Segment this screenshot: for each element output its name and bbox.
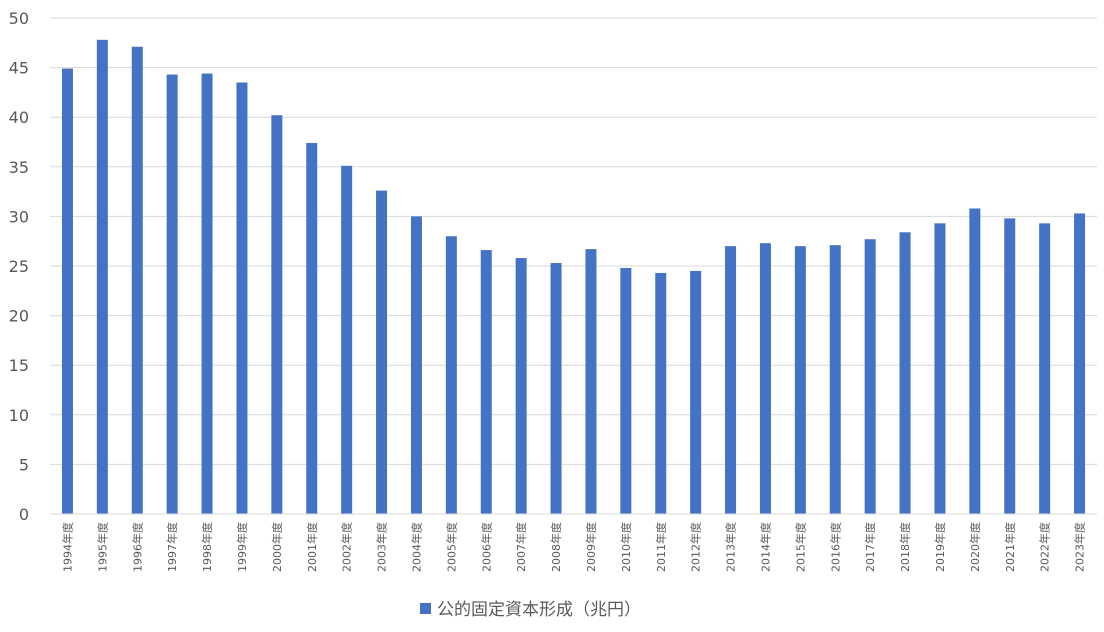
x-tick-label: 2009年度 (584, 522, 598, 572)
bar (794, 246, 806, 514)
bar (271, 115, 283, 514)
x-tick-label: 2013年度 (724, 522, 738, 572)
x-tick-label: 1995年度 (95, 522, 109, 572)
bar (515, 258, 527, 514)
bar (445, 236, 457, 515)
bar (899, 232, 911, 514)
x-tick-label: 2007年度 (514, 522, 528, 572)
x-tick-label: 2003年度 (375, 522, 389, 572)
bar (620, 267, 632, 514)
legend-label: 公的固定資本形成（兆円） (437, 600, 641, 620)
bar (1039, 223, 1051, 514)
x-tick-label: 2018年度 (898, 522, 912, 572)
bar (585, 249, 597, 515)
x-tick-label: 2023年度 (1073, 522, 1087, 572)
x-tick-label: 2002年度 (340, 522, 354, 572)
bar (61, 68, 73, 514)
bar (690, 270, 702, 514)
y-tick-label: 45 (9, 59, 29, 78)
bar (550, 263, 562, 514)
x-tick-label: 1999年度 (235, 522, 249, 572)
bar (480, 250, 492, 515)
y-tick-label: 35 (9, 158, 29, 177)
x-tick-label: 2016年度 (828, 522, 842, 572)
bars (61, 39, 1086, 515)
x-tick-label: 2015年度 (793, 522, 807, 572)
legend: 公的固定資本形成（兆円） (420, 600, 641, 620)
bar (969, 208, 981, 515)
x-tick-label: 2014年度 (758, 522, 772, 572)
y-tick-label: 5 (19, 455, 29, 474)
x-tick-label: 1994年度 (60, 522, 74, 572)
x-axis: 1994年度 1995年度 1996年度 1997年度 1998年度 1999年度 2000… (50, 513, 1097, 572)
y-tick-label: 15 (9, 356, 29, 375)
bar (829, 245, 841, 514)
x-tick-label: 2004年度 (409, 522, 423, 572)
x-tick-label: 2008年度 (549, 522, 563, 572)
x-tick-label: 2001年度 (305, 522, 319, 572)
legend-swatch (420, 603, 431, 614)
bar (236, 82, 248, 514)
y-tick-label: 40 (9, 108, 29, 127)
x-tick-label: 2011年度 (654, 522, 668, 572)
x-tick-label: 2010年度 (619, 522, 633, 572)
x-tick-label: 2012年度 (689, 522, 703, 572)
bar (864, 239, 876, 514)
bar (131, 46, 143, 514)
x-tick-label: 2006年度 (479, 522, 493, 572)
x-tick-label: 1997年度 (165, 522, 179, 572)
x-tick-label: 2020年度 (968, 522, 982, 572)
x-tick-label: 2005年度 (444, 522, 458, 572)
x-tick-label: 2022年度 (1038, 522, 1052, 572)
y-tick-label: 25 (9, 257, 29, 276)
y-tick-label: 30 (9, 207, 29, 226)
y-tick-label: 50 (9, 9, 29, 28)
x-tick-label: 1998年度 (200, 522, 214, 572)
x-tick-label: 1996年度 (130, 522, 144, 572)
y-axis: 0 5 10 15 20 25 30 35 40 45 50 (9, 9, 29, 524)
y-tick-label: 10 (9, 406, 29, 425)
bar (934, 223, 946, 514)
bar (1004, 218, 1016, 514)
bar (759, 243, 771, 514)
x-tick-label: 2017年度 (863, 522, 877, 572)
gridlines (50, 17, 1097, 515)
bar (376, 190, 388, 514)
x-tick-label: 2021年度 (1003, 522, 1017, 572)
x-tick-label: 2000年度 (270, 522, 284, 572)
bar (201, 73, 213, 514)
y-tick-label: 20 (9, 307, 29, 326)
y-tick-label: 0 (19, 505, 29, 524)
bar (1074, 213, 1086, 514)
bar (410, 216, 422, 514)
bar (306, 142, 318, 514)
bar (166, 74, 178, 514)
bar (655, 272, 667, 514)
bar (725, 246, 737, 514)
bar (96, 39, 108, 514)
x-tick-label: 2019年度 (933, 522, 947, 572)
bar (341, 165, 353, 515)
